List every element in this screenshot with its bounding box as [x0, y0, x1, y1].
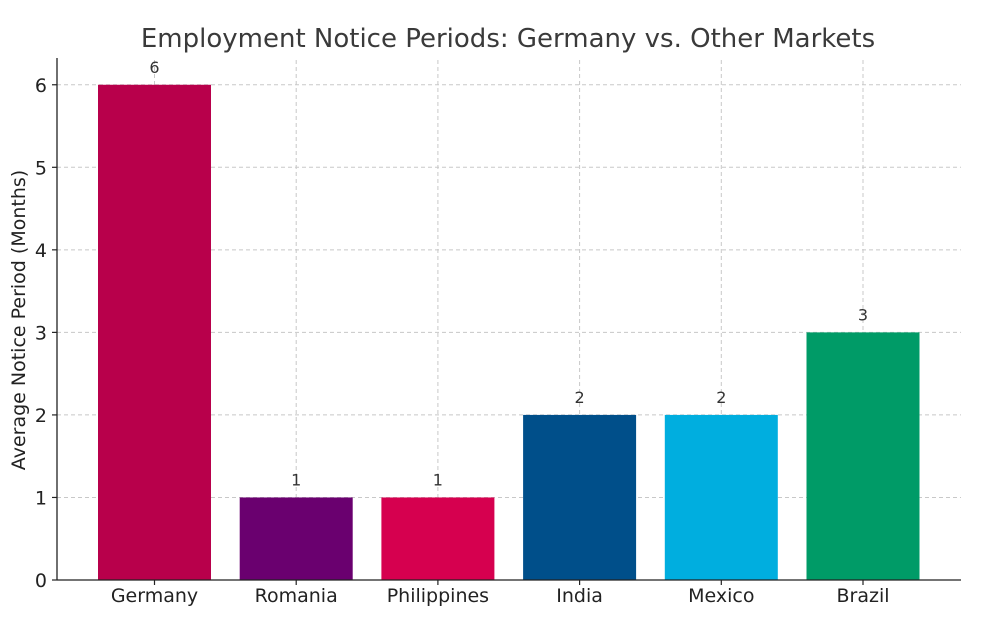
bar-mexico: [664, 414, 778, 580]
bars: [98, 84, 920, 580]
x-tick-label: Mexico: [688, 585, 754, 607]
y-tick-label: 3: [35, 322, 47, 344]
data-label: 2: [716, 388, 726, 407]
y-tick-label: 2: [35, 405, 47, 427]
axes: [52, 58, 961, 585]
y-tick-label: 5: [35, 157, 47, 179]
data-label: 1: [433, 470, 443, 489]
bar-india: [523, 414, 637, 580]
bar-philippines: [381, 497, 495, 580]
data-label: 2: [575, 388, 585, 407]
data-label: 1: [291, 470, 301, 489]
x-tick-label: India: [556, 585, 603, 607]
bar-romania: [239, 497, 353, 580]
bar-germany: [98, 84, 211, 580]
data-label: 6: [149, 58, 159, 77]
y-tick-label: 0: [35, 570, 47, 592]
x-tick-label: Romania: [255, 585, 338, 607]
x-tick-label: Brazil: [836, 585, 889, 607]
y-tick-label: 1: [35, 487, 47, 509]
bar-brazil: [806, 332, 920, 580]
x-tick-label: Philippines: [387, 585, 489, 607]
y-tick-label: 4: [35, 240, 47, 262]
y-tick-label: 6: [35, 75, 47, 97]
x-tick-label: Germany: [111, 585, 198, 607]
labels: 0 1 2 3 4 5 6 Germany Romania Philippines India Mex…: [35, 58, 890, 607]
chart-title: Employment Notice Periods: Germany vs. O…: [141, 24, 875, 54]
data-label: 3: [858, 305, 868, 324]
y-axis-label: Average Notice Period (Months): [8, 170, 30, 470]
